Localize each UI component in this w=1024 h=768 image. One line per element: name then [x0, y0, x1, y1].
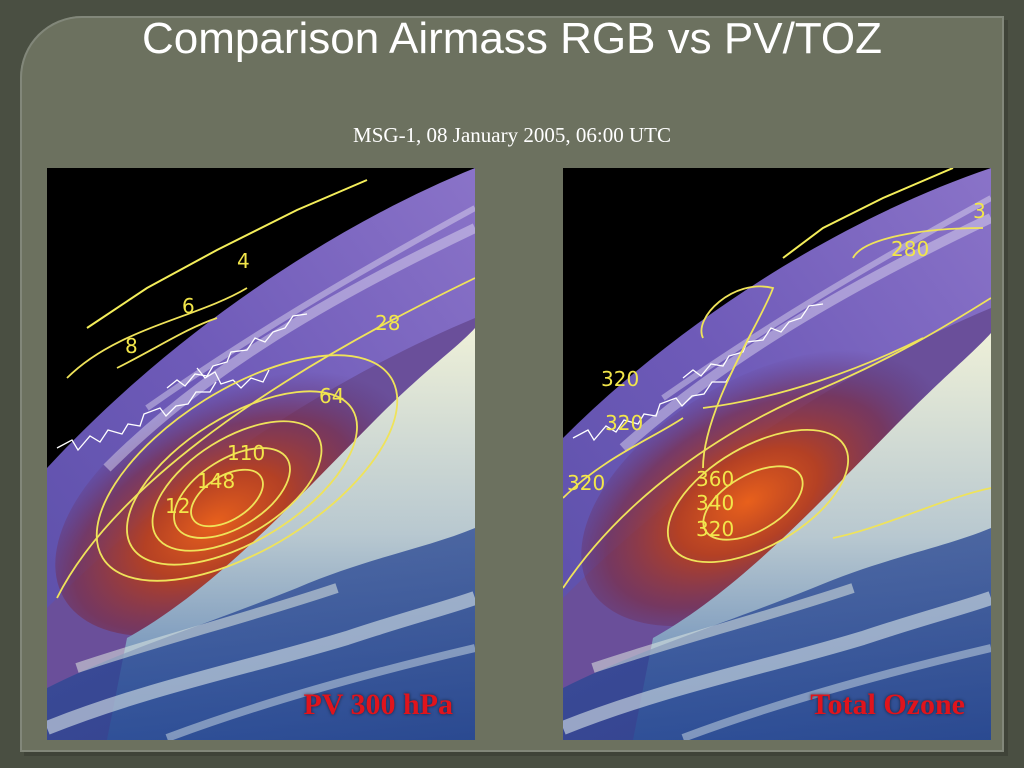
total-ozone-label: Total Ozone [810, 688, 965, 721]
slide-title: Comparison Airmass RGB vs PV/TOZ [141, 14, 883, 63]
ozone-contour-label: 320 [696, 517, 734, 541]
slide-subtitle: MSG-1, 08 January 2005, 06:00 UTC [353, 123, 671, 147]
ozone-contour-label: 280 [891, 237, 929, 261]
ozone-contour-label: 320 [601, 367, 639, 391]
ozone-contour-label: 3 [973, 199, 986, 223]
pv-contour-label: 148 [197, 469, 235, 493]
ozone-satellite-image: 280 320 320 320 360 340 320 3 Total Ozon… [563, 168, 991, 740]
pv-contour-label: 6 [182, 294, 195, 318]
pv-contour-label: 28 [375, 311, 400, 335]
pv-satellite-image: 4 6 8 28 64 110 148 12 PV 300 hPa [47, 168, 475, 740]
ozone-contour-label: 360 [696, 467, 734, 491]
pv-300-hpa-label: PV 300 hPa [303, 688, 453, 721]
pv-contour-label: 4 [237, 249, 250, 273]
pv-contour-label: 12 [165, 494, 190, 518]
ozone-image-canvas: 280 320 320 320 360 340 320 3 [563, 168, 991, 740]
pv-image-canvas: 4 6 8 28 64 110 148 12 [47, 168, 475, 740]
ozone-contour-label: 340 [696, 491, 734, 515]
pv-contour-label: 64 [319, 384, 344, 408]
pv-contour-label: 110 [227, 441, 265, 465]
ozone-contour-label: 320 [605, 411, 643, 435]
ozone-contour-label: 320 [567, 471, 605, 495]
pv-contour-label: 8 [125, 334, 138, 358]
